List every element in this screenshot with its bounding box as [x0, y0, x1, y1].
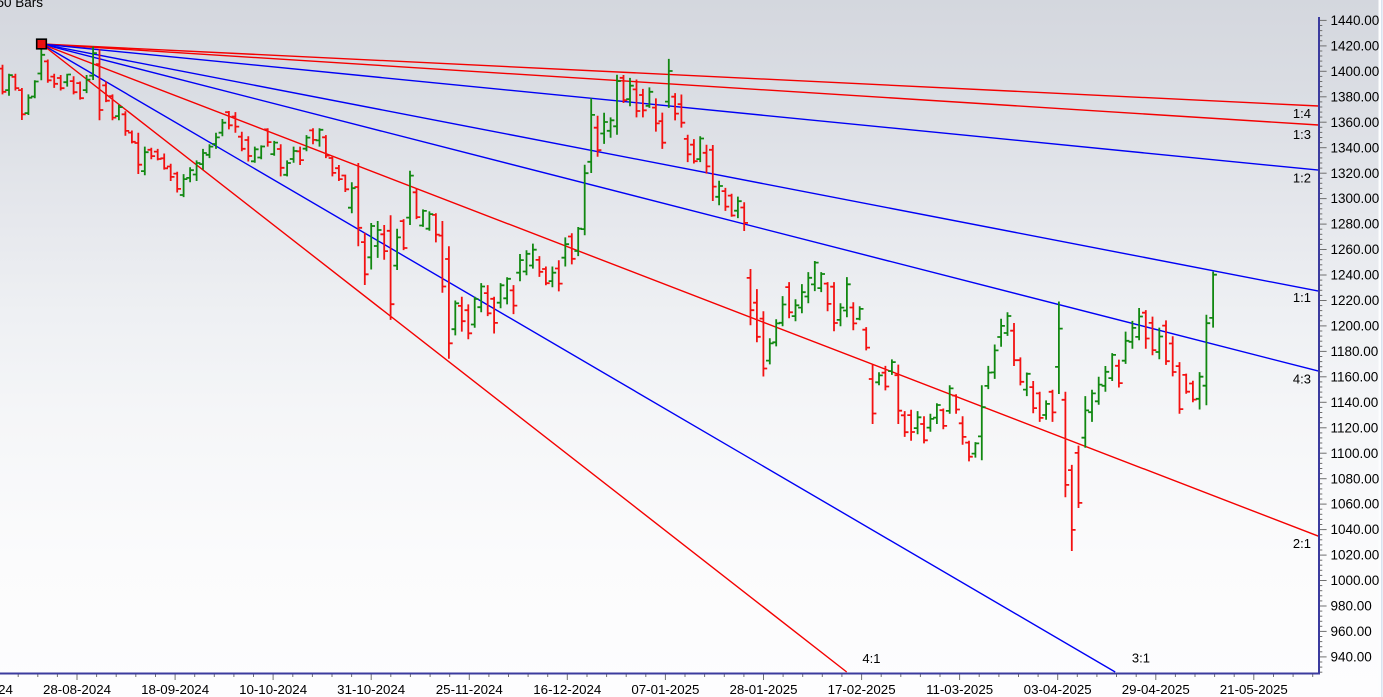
svg-text:03-04-2025: 03-04-2025 — [1024, 682, 1092, 697]
svg-text:1260.00: 1260.00 — [1331, 242, 1380, 257]
svg-text:1120.00: 1120.00 — [1331, 420, 1379, 435]
svg-text:25-11-2024: 25-11-2024 — [436, 682, 503, 697]
svg-text:960.00: 960.00 — [1331, 624, 1372, 639]
svg-text:1080.00: 1080.00 — [1331, 471, 1380, 486]
svg-text:11-03-2025: 11-03-2025 — [926, 682, 993, 697]
svg-text:4:3: 4:3 — [1293, 372, 1311, 387]
svg-text:1000.00: 1000.00 — [1331, 573, 1380, 588]
svg-text:1280.00: 1280.00 — [1331, 217, 1380, 232]
svg-text:1240.00: 1240.00 — [1331, 268, 1380, 283]
svg-text:1200.00: 1200.00 — [1331, 319, 1380, 334]
svg-text:2:1: 2:1 — [1293, 536, 1311, 551]
svg-text:3:1: 3:1 — [1132, 651, 1150, 666]
svg-text:28-08-2024: 28-08-2024 — [43, 682, 111, 697]
svg-text:1360.00: 1360.00 — [1331, 115, 1380, 130]
svg-text:1400.00: 1400.00 — [1331, 64, 1380, 79]
svg-text:1440.00: 1440.00 — [1331, 13, 1380, 28]
svg-text:4:1: 4:1 — [862, 651, 880, 666]
svg-text:31-10-2024: 31-10-2024 — [337, 682, 405, 697]
svg-text:1140.00: 1140.00 — [1331, 395, 1379, 410]
svg-text:06-08-2024: 06-08-2024 — [0, 682, 13, 697]
svg-text:1420.00: 1420.00 — [1331, 39, 1380, 54]
svg-text:1300.00: 1300.00 — [1331, 191, 1380, 206]
svg-text:1340.00: 1340.00 — [1331, 140, 1380, 155]
svg-text:250 Bars: 250 Bars — [0, 0, 43, 10]
svg-text:17-02-2025: 17-02-2025 — [828, 682, 896, 697]
svg-text:1220.00: 1220.00 — [1331, 293, 1380, 308]
svg-text:16-12-2024: 16-12-2024 — [533, 682, 601, 697]
svg-text:940.00: 940.00 — [1331, 650, 1372, 665]
svg-text:1060.00: 1060.00 — [1331, 497, 1380, 512]
svg-text:21-05-2025: 21-05-2025 — [1220, 682, 1288, 697]
svg-text:1:3: 1:3 — [1293, 127, 1311, 142]
svg-text:1040.00: 1040.00 — [1331, 522, 1380, 537]
svg-text:1:4: 1:4 — [1293, 106, 1311, 121]
svg-text:1:2: 1:2 — [1293, 171, 1311, 186]
svg-text:1160.00: 1160.00 — [1331, 369, 1379, 384]
svg-text:1100.00: 1100.00 — [1331, 446, 1379, 461]
svg-text:29-04-2025: 29-04-2025 — [1122, 682, 1190, 697]
svg-text:10-10-2024: 10-10-2024 — [239, 682, 307, 697]
svg-text:18-09-2024: 18-09-2024 — [141, 682, 209, 697]
svg-text:1320.00: 1320.00 — [1331, 166, 1380, 181]
svg-text:1020.00: 1020.00 — [1331, 548, 1380, 563]
svg-text:980.00: 980.00 — [1331, 599, 1372, 614]
svg-text:07-01-2025: 07-01-2025 — [631, 682, 699, 697]
svg-text:1380.00: 1380.00 — [1331, 89, 1380, 104]
svg-text:1:1: 1:1 — [1293, 290, 1311, 305]
svg-text:28-01-2025: 28-01-2025 — [729, 682, 797, 697]
svg-text:1180.00: 1180.00 — [1331, 344, 1379, 359]
